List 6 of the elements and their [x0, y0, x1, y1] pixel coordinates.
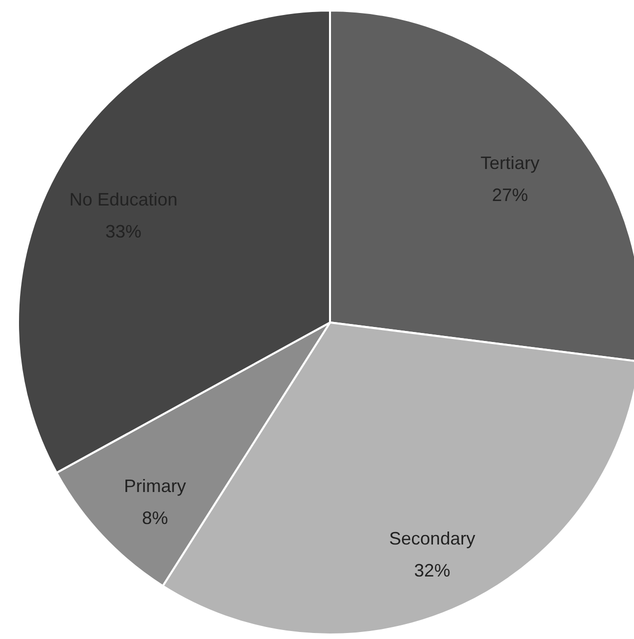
data-label: 27%	[492, 184, 528, 205]
slice-label: Tertiary	[480, 152, 540, 173]
data-label: 8%	[142, 508, 168, 528]
slice-label: Secondary	[389, 528, 476, 549]
data-label: 32%	[414, 560, 450, 581]
slice-label: Primary	[124, 476, 186, 496]
